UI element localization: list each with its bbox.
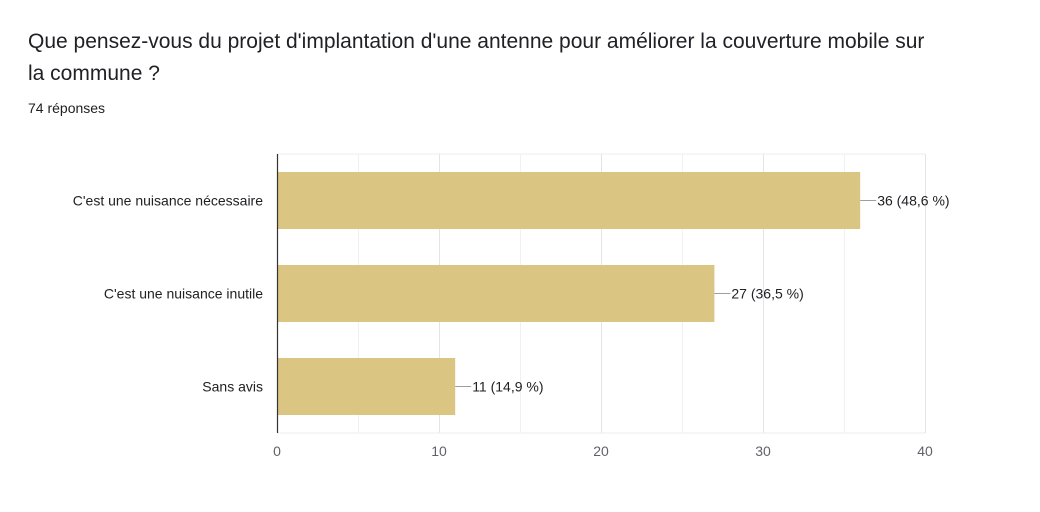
x-tick-label: 30 — [755, 443, 771, 459]
bar — [277, 358, 456, 415]
x-tick-label: 40 — [917, 443, 933, 459]
chart-bars — [277, 172, 861, 415]
question-title: Que pensez-vous du projet d'implantation… — [28, 30, 925, 85]
data-label: 27 (36,5 %) — [731, 286, 803, 302]
x-tick-label: 10 — [431, 443, 447, 459]
category-label: C'est une nuisance nécessaire — [73, 193, 263, 209]
response-count: 74 réponses — [28, 100, 106, 116]
data-label: 11 (14,9 %) — [472, 379, 543, 395]
data-label: 36 (48,6 %) — [877, 193, 949, 209]
x-tick-label: 0 — [273, 443, 281, 459]
x-tick-label: 20 — [593, 443, 609, 459]
bar — [277, 265, 715, 322]
category-label: Sans avis — [202, 379, 263, 395]
chart-labels: 0 10 20 30 40 C'est une nuisance nécessaire 36… — [73, 154, 950, 459]
bar — [277, 172, 861, 229]
category-label: C'est une nuisance inutile — [104, 286, 263, 302]
